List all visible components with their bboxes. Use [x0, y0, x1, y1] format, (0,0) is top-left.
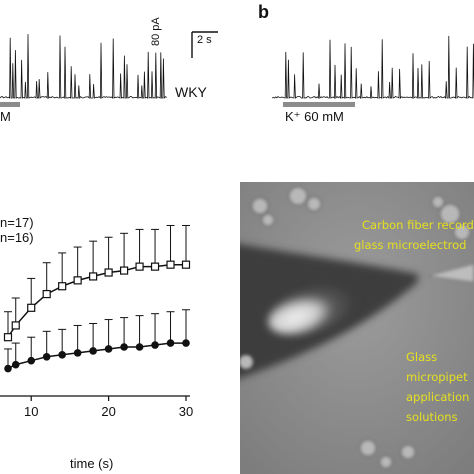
data-point-square: [166, 260, 175, 269]
x-axis-label: time (s): [70, 456, 114, 471]
series-line: [7, 342, 186, 370]
micropipette-label-line2: micropipet: [406, 370, 468, 384]
stimulus-bar-right: [283, 102, 355, 107]
time-course-graph: 10 20 30: [0, 224, 193, 419]
stimulus-label-right: K⁺ 60 mM: [285, 109, 344, 124]
data-point-circle: [135, 343, 144, 351]
data-point-circle: [89, 347, 97, 355]
data-point-square: [181, 260, 191, 269]
micrograph-image: Carbon fiber record glass microelectrod …: [240, 182, 474, 474]
micropipette-label-line3: application: [406, 390, 470, 404]
data-point-square: [73, 276, 82, 285]
micropipette-label-line1: Glass: [406, 350, 438, 364]
data-point-circle: [120, 343, 128, 351]
data-point-circle: [42, 353, 51, 361]
x-tick-label: 30: [179, 404, 193, 419]
data-point-square: [135, 262, 144, 271]
stimulus-label-left: M: [0, 109, 11, 124]
legend-entry-top: n=17): [0, 215, 34, 230]
data-point-square: [119, 266, 129, 275]
data-point-circle: [166, 339, 175, 347]
data-point-square: [3, 333, 13, 342]
trace-path: [0, 34, 167, 100]
data-point-square: [42, 289, 51, 299]
data-point-square: [89, 272, 98, 281]
data-point-square: [58, 282, 67, 291]
micropipette-label-line4: solutions: [406, 410, 458, 424]
legend-entry-bottom: n=16): [0, 230, 34, 245]
stimulus-bar-left: [0, 102, 20, 107]
data-point-square: [150, 262, 160, 271]
scale-bar: [191, 31, 218, 58]
trace-path: [272, 35, 474, 100]
data-point-circle: [4, 364, 12, 373]
data-point-square: [27, 303, 36, 312]
carbon-fiber-label-line1: Carbon fiber record: [362, 218, 474, 232]
data-point-square: [104, 268, 113, 277]
amperometric-trace-right: [272, 35, 474, 100]
data-point-square: [11, 321, 20, 330]
panel-b-label: b: [258, 2, 269, 22]
data-point-circle: [151, 341, 159, 349]
x-tick-label: 20: [101, 404, 115, 419]
data-point-circle: [182, 339, 190, 347]
carbon-fiber-label-line2: glass microelectrod: [354, 238, 467, 252]
data-point-circle: [104, 345, 113, 353]
data-point-circle: [73, 349, 82, 357]
x-tick-label: 10: [24, 404, 38, 419]
data-point-circle: [58, 351, 66, 359]
scale-bar-time-label: 2 s: [197, 34, 212, 46]
strain-label: WKY: [175, 84, 207, 100]
amperometric-trace-left: [0, 34, 167, 100]
data-point-circle: [27, 356, 36, 365]
data-point-circle: [11, 360, 20, 369]
